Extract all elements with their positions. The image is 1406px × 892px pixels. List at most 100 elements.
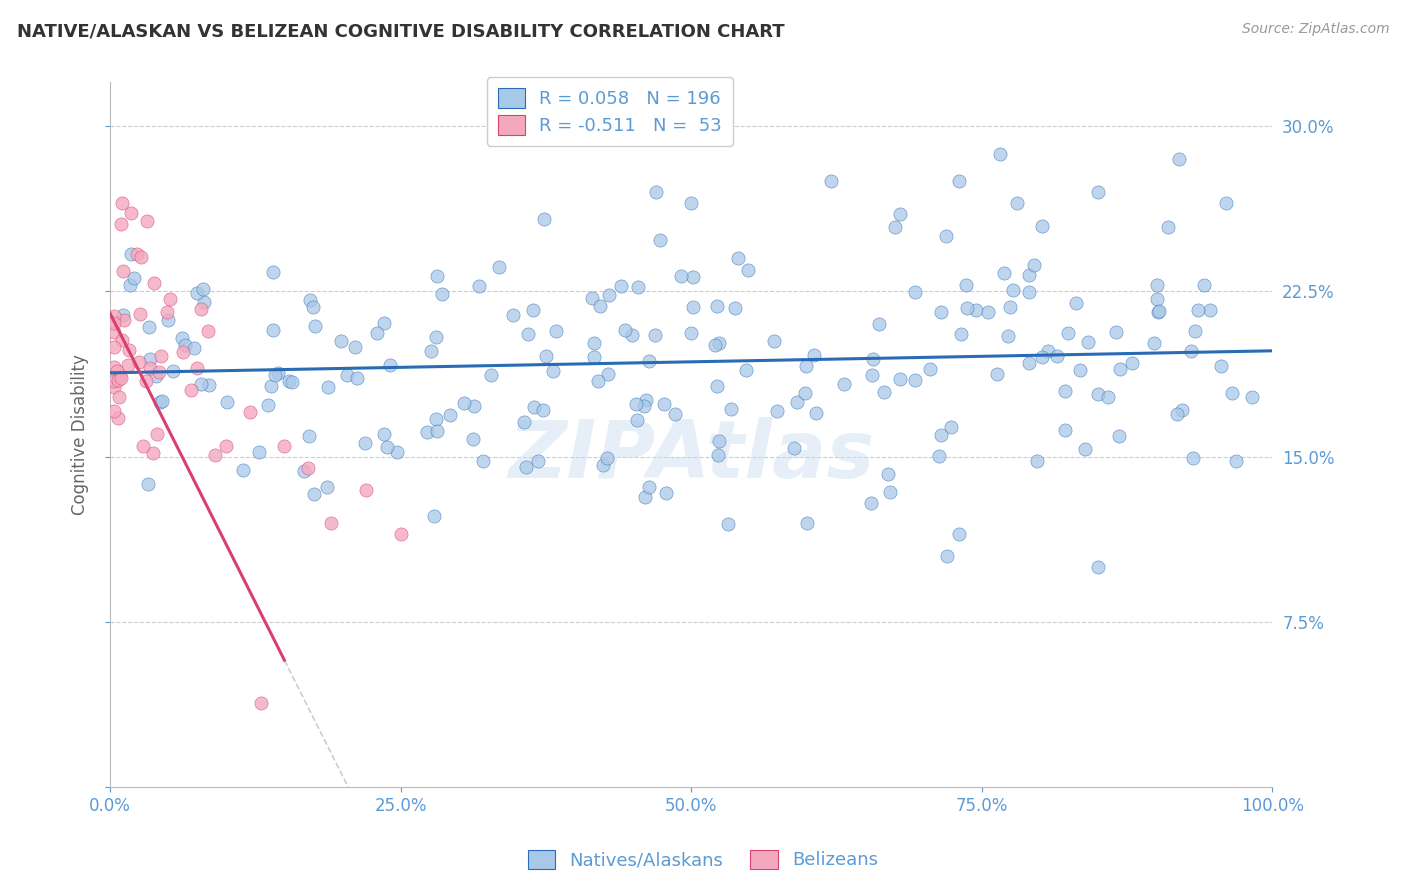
Point — [1018, 285, 1040, 299]
Point — [247, 444, 270, 458]
Point — [1036, 343, 1059, 358]
Point — [669, 269, 692, 284]
Point — [765, 404, 787, 418]
Point — [868, 317, 890, 331]
Point — [950, 326, 973, 341]
Point — [162, 364, 184, 378]
Point — [1182, 450, 1205, 465]
Point — [803, 348, 825, 362]
Point — [127, 247, 149, 261]
Point — [889, 372, 911, 386]
Point — [986, 368, 1008, 382]
Point — [256, 398, 278, 412]
Point — [522, 303, 544, 318]
Point — [375, 440, 398, 454]
Point — [420, 344, 443, 359]
Point — [904, 285, 927, 299]
Point — [876, 467, 898, 481]
Point — [110, 371, 132, 385]
Point — [416, 425, 439, 440]
Point — [1069, 363, 1091, 377]
Point — [834, 377, 856, 392]
Point — [142, 446, 165, 460]
Point — [344, 340, 367, 354]
Point — [186, 285, 208, 300]
Point — [681, 196, 703, 211]
Point — [1022, 259, 1045, 273]
Point — [264, 368, 287, 382]
Point — [610, 279, 633, 293]
Point — [117, 358, 139, 372]
Point — [145, 368, 167, 383]
Point — [281, 375, 304, 389]
Point — [1064, 296, 1087, 310]
Point — [139, 361, 162, 376]
Point — [190, 377, 212, 392]
Point — [586, 374, 609, 388]
Point — [385, 444, 408, 458]
Point — [664, 407, 686, 421]
Point — [1087, 186, 1109, 200]
Point — [633, 491, 655, 505]
Point — [884, 219, 907, 234]
Point — [1046, 349, 1069, 363]
Point — [956, 301, 979, 316]
Point — [735, 363, 758, 377]
Point — [1209, 359, 1232, 373]
Point — [366, 326, 388, 340]
Point — [156, 313, 179, 327]
Point — [592, 458, 614, 472]
Point — [186, 360, 208, 375]
Point — [128, 307, 150, 321]
Point — [929, 305, 952, 319]
Point — [423, 509, 446, 524]
Point — [103, 404, 125, 418]
Point — [128, 355, 150, 369]
Point — [336, 368, 359, 382]
Point — [159, 293, 181, 307]
Point — [1005, 196, 1028, 211]
Point — [1105, 326, 1128, 340]
Point — [997, 328, 1019, 343]
Point — [707, 448, 730, 462]
Point — [862, 352, 884, 367]
Point — [304, 319, 326, 334]
Point — [1087, 387, 1109, 401]
Point — [820, 174, 842, 188]
Point — [1054, 384, 1077, 398]
Point — [706, 299, 728, 313]
Point — [936, 549, 959, 563]
Point — [304, 486, 326, 500]
Point — [1199, 303, 1222, 318]
Point — [589, 299, 612, 313]
Point — [139, 351, 162, 366]
Point — [112, 309, 135, 323]
Point — [948, 174, 970, 188]
Point — [977, 305, 1000, 319]
Point — [250, 696, 273, 710]
Point — [439, 409, 461, 423]
Point — [463, 400, 485, 414]
Point — [794, 359, 817, 373]
Point — [425, 412, 447, 426]
Point — [316, 480, 339, 494]
Point — [515, 459, 537, 474]
Point — [534, 350, 557, 364]
Point — [737, 263, 759, 277]
Point — [468, 278, 491, 293]
Point — [1031, 219, 1053, 233]
Point — [107, 390, 129, 404]
Point — [993, 266, 1015, 280]
Point — [707, 434, 730, 449]
Point — [636, 392, 658, 407]
Point — [859, 496, 882, 510]
Point — [544, 324, 567, 338]
Point — [681, 326, 703, 340]
Point — [1222, 386, 1244, 401]
Point — [297, 460, 319, 475]
Point — [1026, 454, 1049, 468]
Point — [889, 207, 911, 221]
Point — [191, 281, 214, 295]
Point — [172, 331, 194, 345]
Point — [762, 334, 785, 348]
